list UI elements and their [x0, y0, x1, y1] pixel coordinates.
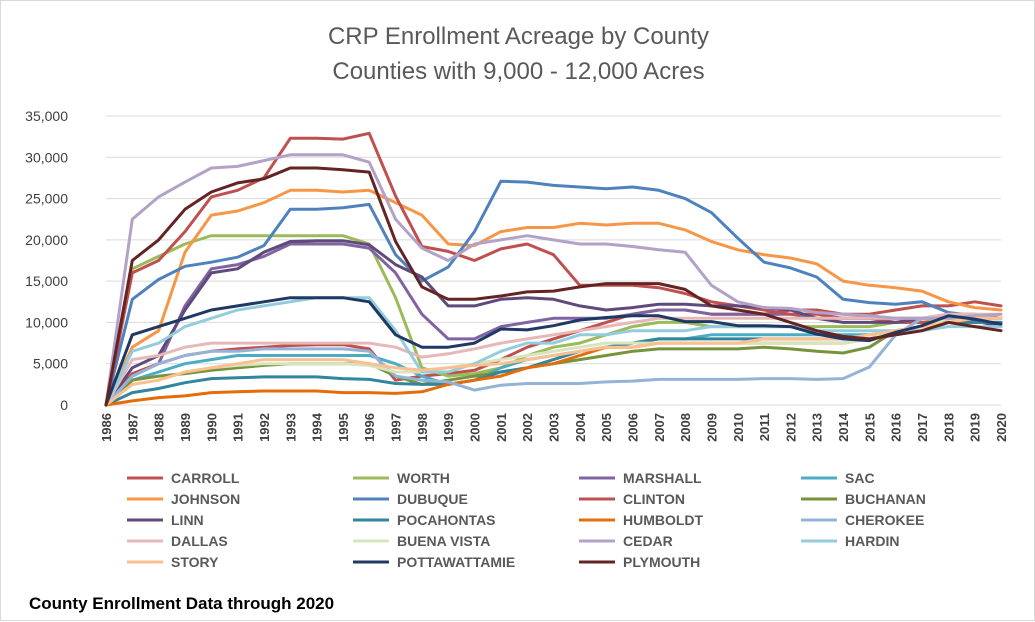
- x-tick-label: 1988: [152, 413, 167, 442]
- x-tick-label: 2000: [468, 413, 483, 442]
- series-line-worth: [104, 234, 1003, 407]
- series-line-dallas: [104, 312, 1003, 407]
- x-tick-label: 2013: [810, 413, 825, 442]
- x-tick-label: 2018: [941, 413, 956, 442]
- x-tick-label: 1987: [125, 413, 140, 442]
- x-tick-label: 1994: [310, 412, 325, 442]
- x-tick-label: 1998: [415, 413, 430, 442]
- x-tick-label: 2010: [731, 413, 746, 442]
- legend-label: CLINTON: [623, 491, 685, 507]
- legend-label: BUENA VISTA: [397, 533, 490, 549]
- legend-label: BUCHANAN: [845, 491, 926, 507]
- x-tick-label: 2001: [494, 413, 509, 442]
- x-tick-label: 2011: [757, 413, 772, 441]
- series-line-plymouth: [104, 166, 1003, 407]
- x-tick-label: 2007: [652, 413, 667, 442]
- x-tick-label: 2012: [783, 413, 798, 442]
- x-tick-label: 1995: [336, 413, 351, 442]
- footnote: County Enrollment Data through 2020: [29, 594, 335, 613]
- x-tick-label: 1997: [389, 413, 404, 442]
- series-line-pottawattamie: [104, 296, 1003, 407]
- legend-label: WORTH: [397, 470, 450, 486]
- legend-label: DUBUQUE: [397, 491, 468, 507]
- legend-label: CARROLL: [171, 470, 240, 486]
- y-tick-label: 0: [60, 397, 68, 413]
- legend-label: POTTAWATTAMIE: [397, 554, 515, 570]
- series-line-linn: [104, 239, 1003, 407]
- legend-label: CEDAR: [623, 533, 673, 549]
- series-line-johnson: [104, 188, 1003, 407]
- x-tick-label: 2002: [520, 413, 535, 442]
- x-tick-label: 2006: [625, 413, 640, 442]
- x-tick-label: 2020: [994, 413, 1009, 442]
- x-tick-label: 1989: [178, 413, 193, 442]
- legend-label: STORY: [171, 554, 219, 570]
- legend-label: HUMBOLDT: [623, 512, 704, 528]
- x-tick-label: 1991: [231, 413, 246, 442]
- x-tick-label: 2015: [862, 413, 877, 442]
- x-tick-label: 2003: [547, 413, 562, 442]
- x-tick-label: 2014: [836, 412, 851, 442]
- y-tick-label: 10,000: [25, 314, 68, 330]
- series-line-cedar: [104, 153, 1003, 407]
- legend-label: HARDIN: [845, 533, 899, 549]
- x-tick-label: 1990: [204, 413, 219, 442]
- legend-label: CHEROKEE: [845, 512, 924, 528]
- chart-title: CRP Enrollment Acreage by County: [327, 23, 710, 50]
- x-tick-label: 1996: [362, 413, 377, 442]
- x-tick-label: 2008: [678, 413, 693, 442]
- x-tick-label: 2005: [599, 413, 614, 442]
- legend-label: POCAHONTAS: [397, 512, 496, 528]
- chart-subtitle: Counties with 9,000 - 12,000 Acres: [332, 58, 705, 85]
- x-tick-label: 2017: [915, 413, 930, 442]
- legend-label: SAC: [845, 470, 875, 486]
- legend-label: LINN: [171, 512, 204, 528]
- series-line-dubuque: [104, 179, 1003, 407]
- x-tick-label: 2016: [889, 413, 904, 442]
- y-tick-label: 30,000: [25, 149, 68, 165]
- series-line-buena-vista: [104, 316, 1003, 407]
- x-tick-label: 2009: [704, 413, 719, 442]
- series-line-cherokee: [104, 316, 1003, 407]
- x-tick-label: 1993: [283, 413, 298, 442]
- y-tick-label: 25,000: [25, 191, 68, 207]
- y-tick-label: 35,000: [25, 108, 68, 124]
- y-tick-label: 15,000: [25, 273, 68, 289]
- x-tick-label: 1992: [257, 413, 272, 442]
- x-tick-label: 1999: [441, 413, 456, 442]
- legend-label: PLYMOUTH: [623, 554, 700, 570]
- legend-label: DALLAS: [171, 533, 228, 549]
- series-line-hardin: [104, 296, 1003, 407]
- legend-label: MARSHALL: [623, 470, 702, 486]
- legend-label: JOHNSON: [171, 491, 240, 507]
- x-tick-label: 1986: [99, 413, 114, 442]
- x-tick-label: 2004: [573, 412, 588, 442]
- y-tick-label: 20,000: [25, 232, 68, 248]
- y-tick-label: 5,000: [33, 356, 68, 372]
- x-tick-label: 2019: [968, 413, 983, 442]
